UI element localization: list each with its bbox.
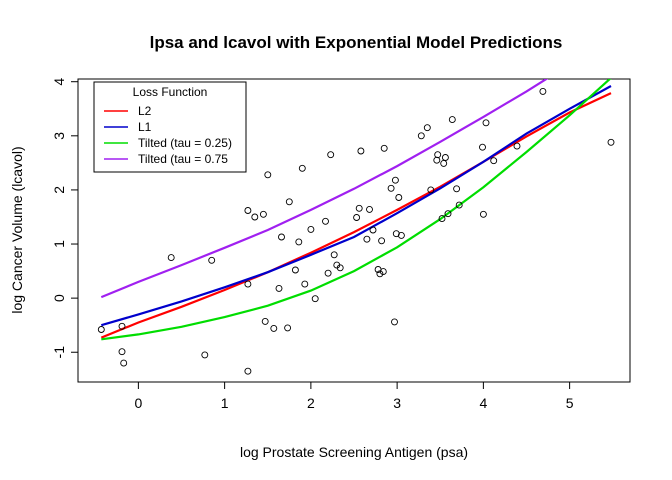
data-point <box>251 213 259 221</box>
data-point <box>440 159 448 167</box>
data-point <box>391 318 398 326</box>
data-point <box>336 264 344 272</box>
legend-label-0: L2 <box>138 104 152 118</box>
data-point <box>395 194 403 201</box>
data-point <box>513 142 521 150</box>
data-point <box>387 184 395 192</box>
y-tick-label: -1 <box>51 346 67 359</box>
x-tick-label: 3 <box>393 395 401 411</box>
data-point <box>324 269 332 277</box>
series-line-3 <box>100 79 549 299</box>
x-axis: 0 1 2 3 4 5 <box>134 381 574 411</box>
data-point <box>270 324 278 332</box>
data-point <box>120 359 128 367</box>
data-point <box>380 144 388 152</box>
data-point <box>479 210 487 218</box>
series-line-1 <box>100 85 612 327</box>
data-point <box>355 204 363 212</box>
legend-label-1: L1 <box>138 120 152 134</box>
data-point <box>379 268 387 276</box>
y-tick-label: 1 <box>51 240 67 248</box>
data-point <box>291 266 299 274</box>
data-point <box>201 351 209 359</box>
x-tick-label: 2 <box>307 395 315 411</box>
series-line-0 <box>100 92 612 339</box>
data-point <box>167 254 175 262</box>
data-point <box>295 238 303 246</box>
data-point <box>353 214 361 221</box>
data-point <box>455 201 463 209</box>
series-layer <box>100 79 612 341</box>
x-tick-label: 4 <box>479 395 487 411</box>
data-point <box>423 124 431 132</box>
data-point <box>244 367 252 375</box>
data-point <box>264 171 272 179</box>
data-point <box>434 151 442 159</box>
data-point <box>397 231 405 239</box>
data-point <box>378 237 386 245</box>
data-point <box>307 225 315 233</box>
data-point <box>261 317 269 325</box>
data-point <box>298 164 306 172</box>
y-axis: -1 0 1 2 3 4 <box>51 78 79 359</box>
data-point <box>322 217 329 225</box>
x-tick-label: 0 <box>134 395 142 411</box>
data-point <box>327 151 335 159</box>
y-tick-label: 3 <box>51 132 67 140</box>
chart-title: lpsa and lcavol with Exponential Model P… <box>150 33 563 52</box>
data-point <box>118 322 126 330</box>
data-point <box>482 119 490 127</box>
data-point <box>259 210 267 218</box>
x-axis-label: log Prostate Screening Antigen (psa) <box>240 444 468 460</box>
data-point <box>490 157 498 165</box>
y-tick-label: 2 <box>51 186 67 194</box>
data-point <box>376 270 384 278</box>
data-point <box>301 280 309 288</box>
legend: Loss Function L2 L1 Tilted (tau = 0.25) Til… <box>93 81 247 173</box>
data-point <box>284 324 292 332</box>
data-point <box>285 198 293 206</box>
data-point <box>444 210 452 218</box>
data-point <box>607 138 615 146</box>
data-point <box>97 326 105 333</box>
data-point <box>433 156 441 164</box>
data-point <box>453 185 461 193</box>
data-point <box>448 116 456 124</box>
x-tick-label: 1 <box>221 395 229 411</box>
data-point <box>539 87 547 95</box>
data-point <box>363 235 371 243</box>
legend-label-2: Tilted (tau = 0.25) <box>138 136 232 150</box>
y-tick-label: 4 <box>51 78 67 86</box>
data-point <box>330 251 338 259</box>
y-axis-label: log Cancer Volume (lcavol) <box>9 146 25 313</box>
data-point <box>275 284 283 292</box>
points-layer <box>97 87 615 375</box>
data-point <box>244 207 252 214</box>
x-tick-label: 5 <box>566 395 574 411</box>
data-point <box>441 154 449 161</box>
legend-label-3: Tilted (tau = 0.75 <box>138 152 228 166</box>
series-line-2 <box>101 79 612 341</box>
data-point <box>208 256 216 264</box>
data-point <box>427 186 435 194</box>
data-point <box>244 280 252 288</box>
data-point <box>311 295 319 303</box>
data-point <box>278 233 285 241</box>
legend-title: Loss Function <box>133 85 208 99</box>
data-point <box>479 143 486 151</box>
data-point <box>369 226 377 234</box>
data-point <box>357 147 365 155</box>
data-point <box>417 132 425 140</box>
data-point <box>118 348 126 356</box>
data-point <box>438 215 446 223</box>
data-point <box>366 205 373 213</box>
data-point <box>391 176 399 184</box>
y-tick-label: 0 <box>51 294 67 302</box>
